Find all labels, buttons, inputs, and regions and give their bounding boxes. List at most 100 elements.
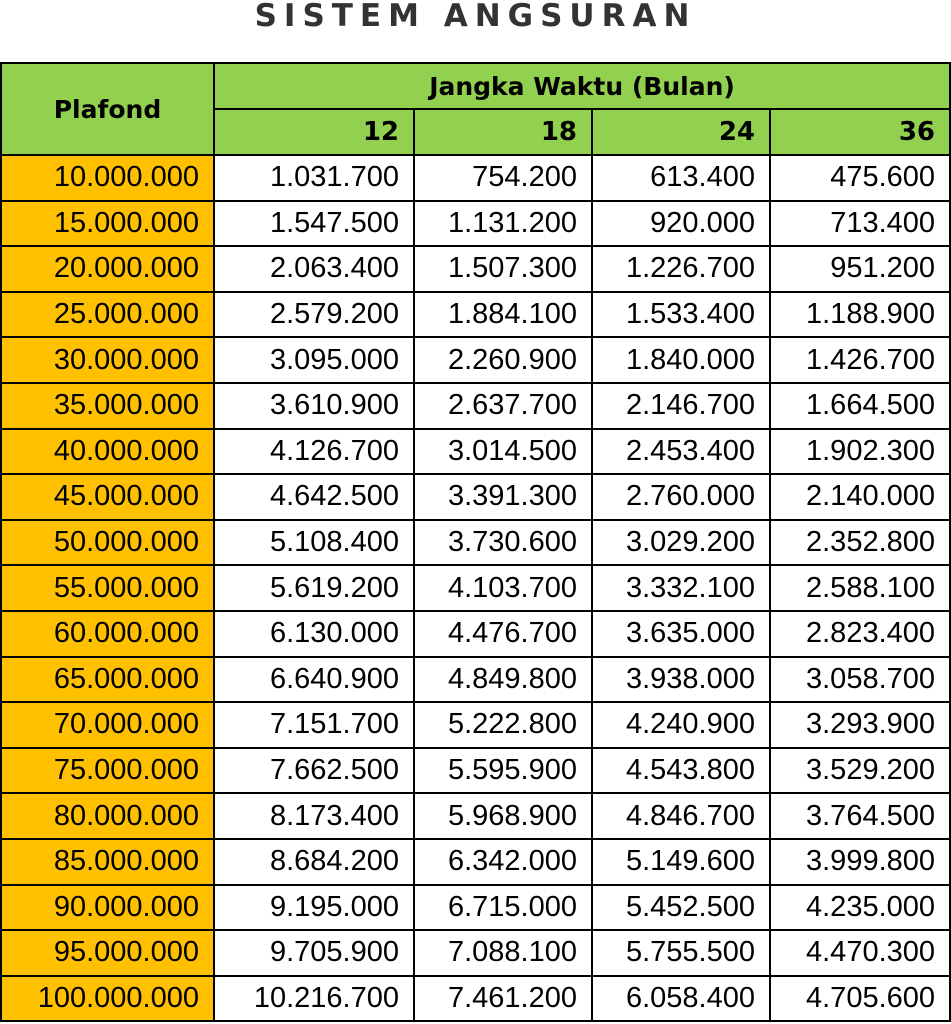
- installment-cell: 2.823.400: [768, 609, 951, 658]
- installment-cell: 3.529.200: [768, 746, 951, 795]
- installment-cell: 1.226.700: [591, 245, 771, 293]
- installment-cell: 5.222.800: [413, 701, 593, 749]
- installment-cell: 3.095.000: [213, 336, 415, 384]
- installment-cell: 1.547.500: [213, 199, 415, 248]
- installment-cell: 8.173.400: [213, 792, 415, 840]
- installment-cell: 2.637.700: [413, 381, 593, 430]
- installment-cell: 5.755.500: [591, 929, 771, 977]
- installment-cell: 4.849.800: [413, 655, 593, 704]
- installment-cell: 713.400: [768, 199, 951, 248]
- plafond-cell: 95.000.000: [0, 929, 215, 977]
- installment-cell: 1.507.300: [413, 245, 593, 293]
- table-row: 90.000.000 9.195.000 6.715.000 5.452.500 4.2…: [0, 883, 951, 932]
- installment-cell: 2.579.200: [213, 290, 415, 339]
- installment-cell: 7.151.700: [213, 701, 415, 749]
- plafond-cell: 75.000.000: [0, 746, 215, 795]
- installment-cell: 1.840.000: [591, 336, 771, 384]
- plafond-cell: 85.000.000: [0, 837, 215, 886]
- installment-cell: 3.764.500: [768, 792, 951, 840]
- installment-cell: 4.240.900: [591, 701, 771, 749]
- installment-cell: 3.730.600: [413, 518, 593, 567]
- installment-cell: 3.938.000: [591, 655, 771, 704]
- table-row: 35.000.000 3.610.900 2.637.700 2.146.700 1.6…: [0, 381, 951, 430]
- table-row: 15.000.000 1.547.500 1.131.200 920.000 713.4…: [0, 199, 951, 248]
- installment-cell: 3.999.800: [768, 837, 951, 886]
- installment-cell: 5.619.200: [213, 564, 415, 612]
- installment-cell: 1.902.300: [768, 427, 951, 476]
- plafond-cell: 100.000.000: [0, 974, 215, 1023]
- installment-cell: 5.108.400: [213, 518, 415, 567]
- installment-cell: 4.470.300: [768, 929, 951, 977]
- installment-cell: 6.342.000: [413, 837, 593, 886]
- installment-cell: 9.705.900: [213, 929, 415, 977]
- table-row: 50.000.000 5.108.400 3.730.600 3.029.200 2.3…: [0, 518, 951, 567]
- installment-cell: 1.664.500: [768, 381, 951, 430]
- installment-cell: 2.588.100: [768, 564, 951, 612]
- installment-cell: 5.149.600: [591, 837, 771, 886]
- table-row: 80.000.000 8.173.400 5.968.900 4.846.700 3.7…: [0, 792, 951, 840]
- plafond-header: Plafond: [0, 62, 215, 156]
- table-row: 65.000.000 6.640.900 4.849.800 3.938.000 3.0…: [0, 655, 951, 704]
- installment-cell: 4.103.700: [413, 564, 593, 612]
- installment-cell: 1.031.700: [213, 154, 415, 202]
- installment-cell: 1.533.400: [591, 290, 771, 339]
- table-row: 75.000.000 7.662.500 5.595.900 4.543.800 3.5…: [0, 746, 951, 795]
- installment-cell: 4.846.700: [591, 792, 771, 840]
- installment-cell: 4.642.500: [213, 473, 415, 521]
- installment-cell: 2.760.000: [591, 473, 771, 521]
- installment-cell: 3.635.000: [591, 609, 771, 658]
- plafond-cell: 25.000.000: [0, 290, 215, 339]
- installment-cell: 2.260.900: [413, 336, 593, 384]
- installment-cell: 4.705.600: [768, 974, 951, 1023]
- installment-cell: 2.063.400: [213, 245, 415, 293]
- installment-cell: 8.684.200: [213, 837, 415, 886]
- page-title: SISTEM ANGSURAN: [254, 0, 697, 34]
- installment-cell: 10.216.700: [213, 974, 415, 1023]
- installment-cell: 2.146.700: [591, 381, 771, 430]
- table-body: 10.000.000 1.031.700 754.200 613.400 475.600…: [0, 154, 951, 1023]
- installment-cell: 1.884.100: [413, 290, 593, 339]
- term-18-header: 18: [413, 108, 593, 156]
- table-row: 55.000.000 5.619.200 4.103.700 3.332.100 2.5…: [0, 564, 951, 612]
- term-24-header: 24: [591, 108, 771, 156]
- installment-cell: 3.610.900: [213, 381, 415, 430]
- plafond-cell: 35.000.000: [0, 381, 215, 430]
- plafond-cell: 45.000.000: [0, 473, 215, 521]
- installment-cell: 7.662.500: [213, 746, 415, 795]
- installment-cell: 5.595.900: [413, 746, 593, 795]
- installment-cell: 613.400: [591, 154, 771, 202]
- installment-cell: 3.332.100: [591, 564, 771, 612]
- plafond-cell: 40.000.000: [0, 427, 215, 476]
- installment-cell: 4.235.000: [768, 883, 951, 932]
- installment-cell: 1.131.200: [413, 199, 593, 248]
- table-row: 10.000.000 1.031.700 754.200 613.400 475.600: [0, 154, 951, 202]
- installment-cell: 951.200: [768, 245, 951, 293]
- installment-cell: 4.476.700: [413, 609, 593, 658]
- plafond-cell: 10.000.000: [0, 154, 215, 202]
- installment-cell: 3.058.700: [768, 655, 951, 704]
- installment-cell: 2.140.000: [768, 473, 951, 521]
- installment-cell: 1.188.900: [768, 290, 951, 339]
- table-row: 25.000.000 2.579.200 1.884.100 1.533.400 1.1…: [0, 290, 951, 339]
- table-row: 20.000.000 2.063.400 1.507.300 1.226.700 951…: [0, 245, 951, 293]
- installment-cell: 754.200: [413, 154, 593, 202]
- plafond-cell: 65.000.000: [0, 655, 215, 704]
- installment-cell: 2.352.800: [768, 518, 951, 567]
- installment-cell: 475.600: [768, 154, 951, 202]
- plafond-cell: 15.000.000: [0, 199, 215, 248]
- installment-cell: 7.461.200: [413, 974, 593, 1023]
- plafond-cell: 20.000.000: [0, 245, 215, 293]
- term-12-header: 12: [213, 108, 415, 156]
- table-row: 95.000.000 9.705.900 7.088.100 5.755.500 4.4…: [0, 929, 951, 977]
- plafond-cell: 30.000.000: [0, 336, 215, 384]
- plafond-cell: 70.000.000: [0, 701, 215, 749]
- installment-cell: 920.000: [591, 199, 771, 248]
- installment-cell: 2.453.400: [591, 427, 771, 476]
- installment-cell: 1.426.700: [768, 336, 951, 384]
- installment-cell: 3.293.900: [768, 701, 951, 749]
- plafond-cell: 60.000.000: [0, 609, 215, 658]
- table-row: 60.000.000 6.130.000 4.476.700 3.635.000 2.8…: [0, 609, 951, 658]
- table-row: 40.000.000 4.126.700 3.014.500 2.453.400 1.9…: [0, 427, 951, 476]
- installment-cell: 9.195.000: [213, 883, 415, 932]
- installment-cell: 7.088.100: [413, 929, 593, 977]
